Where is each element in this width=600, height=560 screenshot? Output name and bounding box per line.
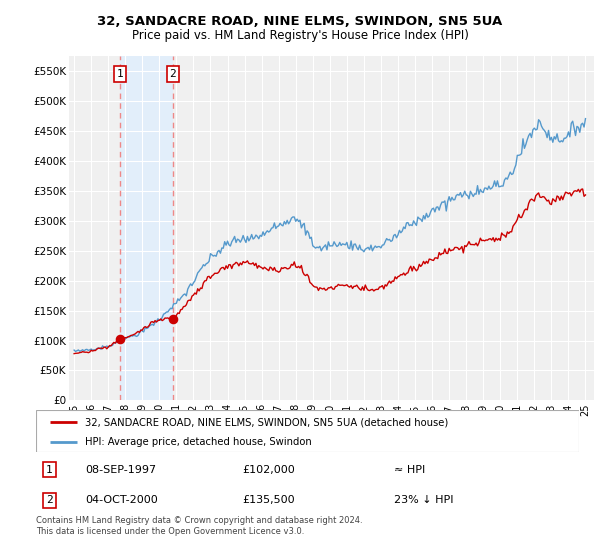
- Text: 08-SEP-1997: 08-SEP-1997: [85, 465, 156, 474]
- Text: 2: 2: [169, 69, 176, 79]
- Point: [168, 315, 178, 324]
- Text: 2: 2: [46, 496, 53, 505]
- Text: ≈ HPI: ≈ HPI: [394, 465, 425, 474]
- Text: HPI: Average price, detached house, Swindon: HPI: Average price, detached house, Swin…: [85, 437, 311, 447]
- Point: [115, 335, 125, 344]
- Text: £135,500: £135,500: [242, 496, 295, 505]
- Text: Price paid vs. HM Land Registry's House Price Index (HPI): Price paid vs. HM Land Registry's House …: [131, 29, 469, 42]
- Text: 32, SANDACRE ROAD, NINE ELMS, SWINDON, SN5 5UA (detached house): 32, SANDACRE ROAD, NINE ELMS, SWINDON, S…: [85, 417, 448, 427]
- Text: 1: 1: [117, 69, 124, 79]
- Bar: [120, 56, 173, 400]
- Text: Contains HM Land Registry data © Crown copyright and database right 2024.
This d: Contains HM Land Registry data © Crown c…: [36, 516, 362, 536]
- Text: 04-OCT-2000: 04-OCT-2000: [85, 496, 158, 505]
- Text: 1: 1: [46, 465, 53, 474]
- Text: £102,000: £102,000: [242, 465, 295, 474]
- Text: 32, SANDACRE ROAD, NINE ELMS, SWINDON, SN5 5UA: 32, SANDACRE ROAD, NINE ELMS, SWINDON, S…: [97, 15, 503, 28]
- Text: 23% ↓ HPI: 23% ↓ HPI: [394, 496, 454, 505]
